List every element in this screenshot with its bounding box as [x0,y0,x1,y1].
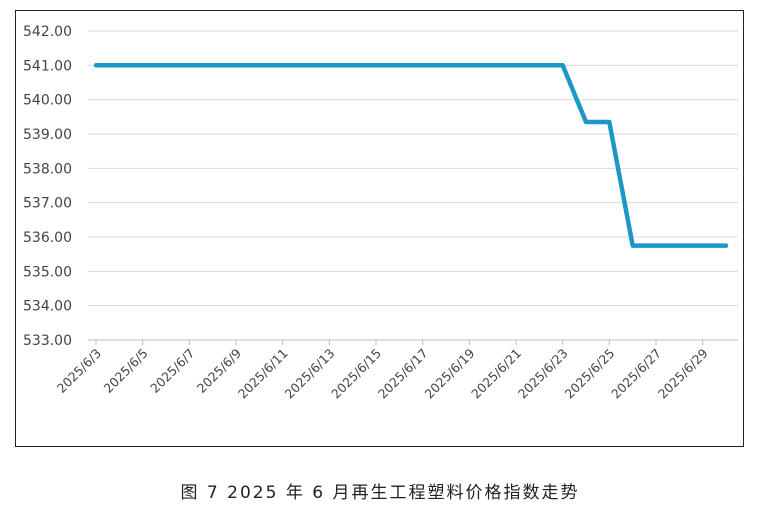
x-tick-label: 2025/6/7 [147,346,197,396]
y-tick-label: 540.00 [23,93,72,109]
y-tick-label: 538.00 [23,161,72,177]
y-tick-label: 536.00 [23,230,72,246]
x-tick-label: 2025/6/3 [54,346,104,396]
y-tick-label: 539.00 [23,127,72,143]
y-tick-label: 534.00 [23,299,72,315]
y-tick-label: 535.00 [23,264,72,280]
line-chart: 533.00 534.00 535.00 536.00 537.00 538.00 539.… [23,24,738,401]
chart-frame [15,10,744,447]
x-tick-label: 2025/6/29 [655,345,711,401]
figure-caption: 图 7 2025 年 6 月再生工程塑料价格指数走势 [180,483,580,503]
x-tick-label: 2025/6/5 [100,346,150,396]
y-tick-label: 537.00 [23,196,72,212]
series-line [93,63,729,248]
y-tick-label: 541.00 [23,58,72,74]
y-tick-label: 542.00 [23,24,72,40]
y-tick-label: 533.00 [23,333,72,349]
